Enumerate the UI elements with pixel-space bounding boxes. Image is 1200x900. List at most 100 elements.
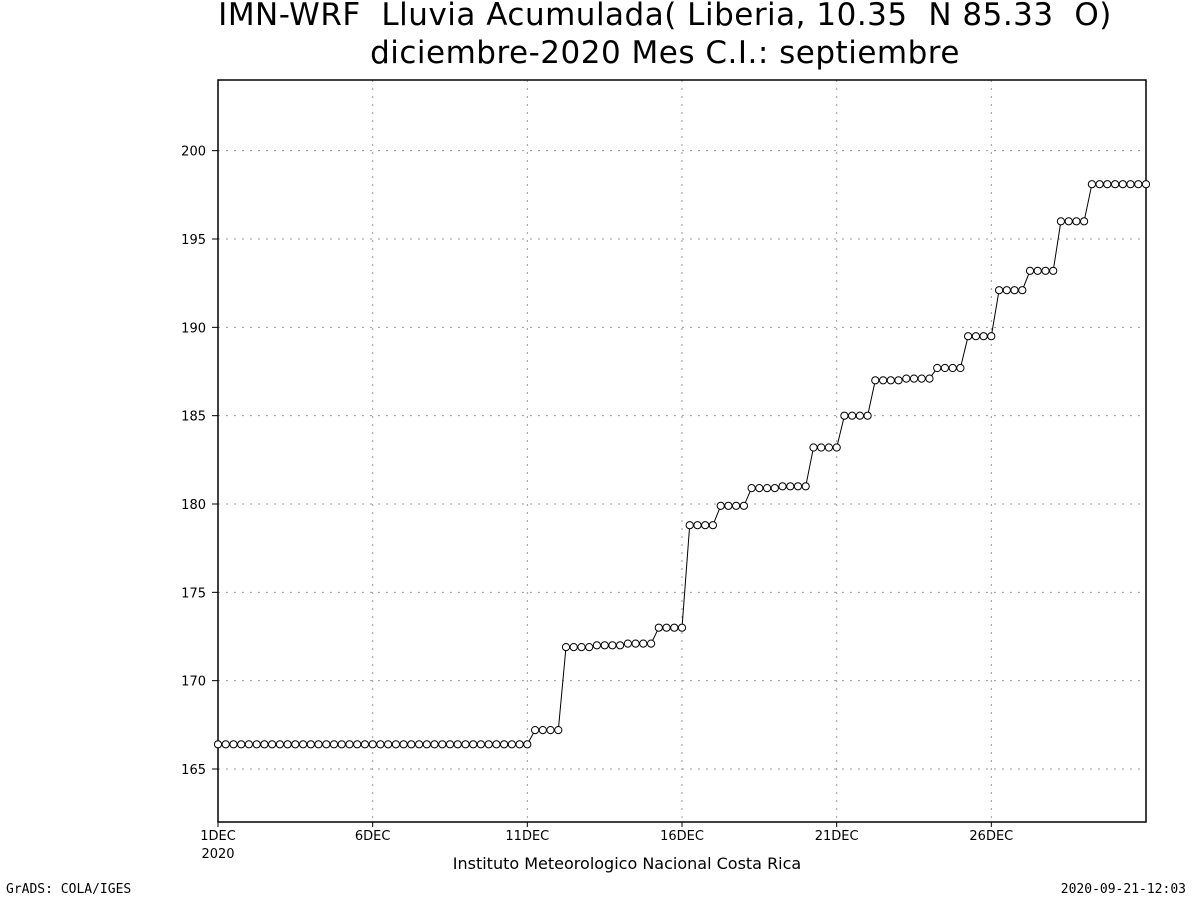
data-point <box>685 521 694 530</box>
data-point <box>345 740 354 749</box>
data-point <box>353 740 362 749</box>
data-point <box>724 501 733 510</box>
data-point <box>987 332 996 341</box>
x-tick-label: 1DEC <box>200 829 236 844</box>
data-point <box>229 740 238 749</box>
data-point <box>438 740 447 749</box>
y-tick-label: 180 <box>181 498 206 513</box>
data-point <box>538 726 547 735</box>
y-tick-label: 185 <box>181 410 206 425</box>
x-tick-label: 21DEC <box>815 829 859 844</box>
data-point <box>747 484 756 493</box>
data-point <box>322 740 331 749</box>
data-point <box>515 740 524 749</box>
data-point <box>507 740 516 749</box>
grid <box>218 80 1146 822</box>
data-point <box>445 740 455 749</box>
data-point <box>840 411 849 420</box>
data-point <box>793 482 803 491</box>
data-point <box>662 623 671 632</box>
data-point <box>1126 180 1135 189</box>
data-point <box>964 332 973 341</box>
data-point <box>399 740 408 749</box>
data-point <box>879 376 888 385</box>
data-point <box>1010 286 1019 295</box>
x-axis: 1DEC 6DEC 11DEC 16DEC 21DEC 26DEC <box>200 822 1013 844</box>
data-point <box>956 363 965 373</box>
data-point <box>693 521 702 530</box>
data-point <box>909 374 919 383</box>
data-point <box>817 443 826 452</box>
x-tick-label: 16DEC <box>660 829 704 844</box>
data-point <box>639 639 648 648</box>
data-point <box>283 740 292 749</box>
data-point <box>368 740 377 749</box>
data-point <box>476 740 485 749</box>
data-point <box>221 740 230 749</box>
data-point <box>755 484 764 493</box>
data-point <box>268 740 277 749</box>
data-point <box>631 639 640 648</box>
data-point <box>716 501 725 510</box>
data-point <box>832 443 841 452</box>
data-point <box>739 501 749 510</box>
data-point <box>933 363 942 373</box>
data-point <box>979 332 988 341</box>
x-tick-label: 26DEC <box>969 829 1013 844</box>
y-tick-label: 200 <box>181 145 206 160</box>
data-point <box>391 740 400 749</box>
data-point <box>1041 266 1050 275</box>
run-timestamp: 2020-09-21-12:03 <box>1060 882 1186 897</box>
data-point <box>1095 180 1104 189</box>
data-point <box>415 740 424 749</box>
data-point <box>894 376 903 385</box>
data-point <box>260 740 269 749</box>
data-point <box>329 740 339 749</box>
data-point <box>1056 217 1066 226</box>
data-point <box>855 411 865 420</box>
y-tick-label: 190 <box>181 321 206 336</box>
data-point <box>1134 180 1143 189</box>
data-point <box>237 740 246 749</box>
data-point <box>708 521 718 530</box>
y-axis: 165 170 175 180 185 190 195 200 <box>181 145 218 778</box>
data-point <box>677 623 687 632</box>
data-point <box>863 411 872 420</box>
data-point <box>585 643 594 652</box>
data-point <box>848 411 857 420</box>
data-point <box>376 740 385 749</box>
data-point <box>484 740 493 749</box>
data-point <box>453 740 462 749</box>
data-point <box>1033 266 1042 275</box>
x-axis-label: Instituto Meteorologico Nacional Costa R… <box>453 854 801 873</box>
data-point <box>554 726 563 735</box>
data-point <box>492 740 501 749</box>
data-point <box>337 740 346 749</box>
x-year-label: 2020 <box>201 847 234 862</box>
data-point <box>561 643 571 652</box>
data-point <box>360 740 369 749</box>
data-point <box>546 726 555 735</box>
data-point <box>1064 217 1073 226</box>
data-point <box>600 641 609 650</box>
data-point <box>995 286 1004 295</box>
data-point <box>500 740 509 749</box>
data-point <box>948 363 957 373</box>
data-point <box>1018 286 1027 295</box>
data-point <box>623 639 633 648</box>
data-point <box>407 740 416 749</box>
data-point <box>577 643 586 652</box>
data-point <box>299 740 308 749</box>
data-point <box>1080 217 1089 226</box>
y-tick-label: 195 <box>181 233 206 248</box>
data-point <box>824 443 834 452</box>
data-point <box>940 363 950 373</box>
data-point <box>701 521 710 530</box>
data-point <box>1111 180 1120 189</box>
data-point <box>1103 180 1112 189</box>
data-point <box>1141 180 1151 189</box>
grads-credit: GrADS: COLA/IGES <box>6 882 132 897</box>
data-point <box>1087 180 1097 189</box>
data-point <box>801 482 810 491</box>
